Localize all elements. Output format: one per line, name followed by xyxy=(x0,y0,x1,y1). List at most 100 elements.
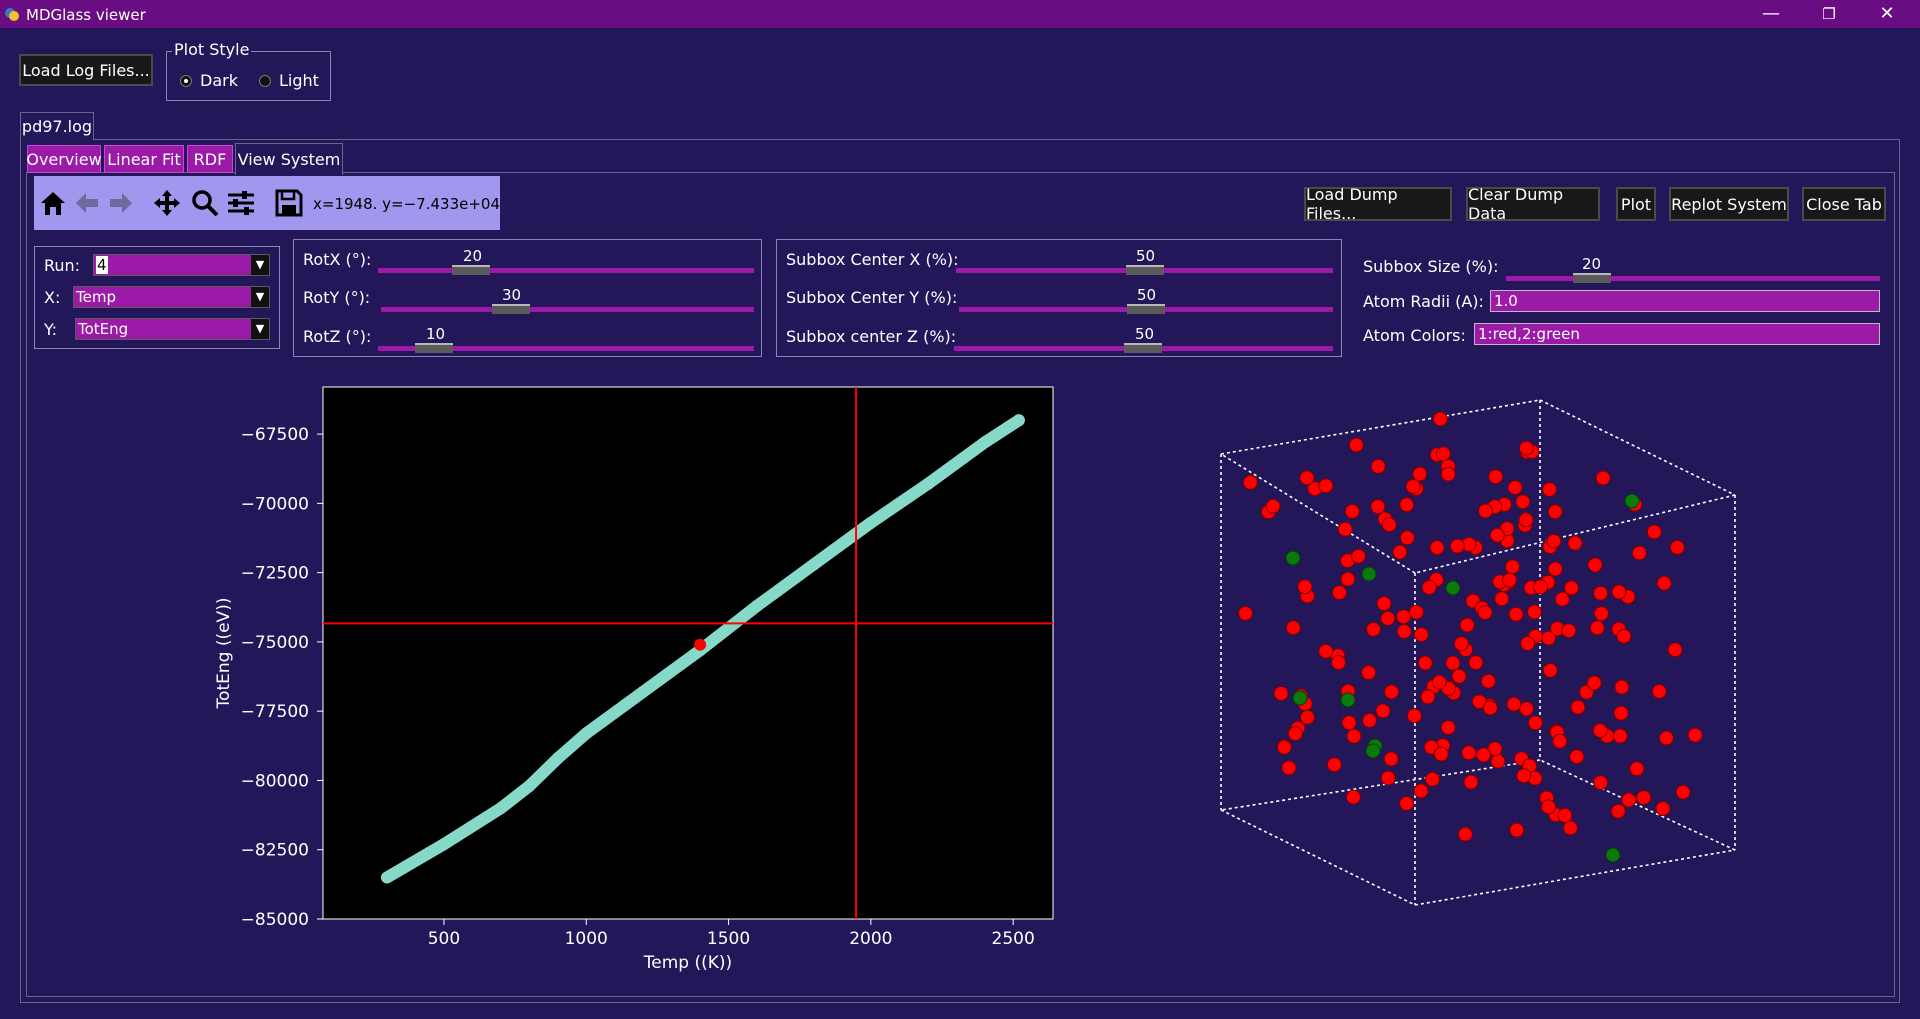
minimize-button[interactable]: — xyxy=(1762,3,1780,24)
atom-type1 xyxy=(1445,655,1461,671)
atom-type1 xyxy=(1636,790,1652,805)
rotz-slider-handle[interactable] xyxy=(415,343,453,353)
atom-type1 xyxy=(1299,470,1315,486)
atom-type1 xyxy=(1435,446,1451,462)
back-arrow-icon[interactable] xyxy=(72,188,102,218)
run-label: Run: xyxy=(44,256,81,275)
roty-slider-handle[interactable] xyxy=(492,304,530,314)
atom-type1 xyxy=(1440,720,1456,735)
radio-light[interactable]: Light xyxy=(259,71,319,90)
atom-type1 xyxy=(1346,728,1362,744)
data-point xyxy=(864,516,877,529)
atom-type1 xyxy=(1396,624,1412,639)
save-icon[interactable] xyxy=(274,188,304,218)
x-tick-label: 2500 xyxy=(992,929,1035,949)
atom-type1 xyxy=(1453,636,1469,652)
close-window-button[interactable]: ✕ xyxy=(1879,3,1895,24)
atom-type1 xyxy=(1432,411,1448,427)
load-log-files-button[interactable]: Load Log Files... xyxy=(19,54,153,86)
atom-type2 xyxy=(1445,580,1461,596)
chevron-down-icon[interactable]: ▼ xyxy=(251,287,269,307)
y-tick-label: −80000 xyxy=(241,771,309,791)
rotation-group xyxy=(293,239,762,357)
atom-type1 xyxy=(1616,628,1632,644)
atom-type1 xyxy=(1669,539,1685,555)
chevron-down-icon[interactable]: ▼ xyxy=(251,319,269,339)
atom-type1 xyxy=(1658,730,1674,746)
atom-type1 xyxy=(1370,458,1386,474)
title-bar: MDGlass viewer — ❐ ✕ xyxy=(0,0,1920,28)
rotz-slider-track[interactable] xyxy=(378,346,754,351)
plot-button[interactable]: Plot xyxy=(1616,187,1656,221)
atom-type1 xyxy=(1487,741,1503,757)
subbox-cy-slider-handle[interactable] xyxy=(1127,304,1165,314)
subbox-cx-slider-handle[interactable] xyxy=(1126,265,1164,275)
run-combobox[interactable]: 4 ▼ xyxy=(93,254,270,276)
atom-type1 xyxy=(1449,538,1465,554)
atom-type1 xyxy=(1433,746,1449,762)
load-dump-files-button[interactable]: Load Dump Files... xyxy=(1304,185,1452,223)
x-label: X: xyxy=(44,288,61,307)
tab-linear-fit[interactable]: Linear Fit xyxy=(104,145,184,173)
atom-type1 xyxy=(1318,478,1334,494)
roty-slider-track[interactable] xyxy=(381,307,754,312)
tab-rdf[interactable]: RDF xyxy=(187,145,233,173)
simulation-box-edge xyxy=(1414,494,1736,574)
subbox-size-slider-track[interactable] xyxy=(1506,276,1880,281)
atom-type1 xyxy=(1337,521,1353,537)
atom-radii-field[interactable]: 1.0 xyxy=(1490,290,1880,312)
tab-view-system[interactable]: View System xyxy=(235,143,343,175)
y-tick-label: −72500 xyxy=(241,564,309,584)
app-icon xyxy=(5,8,19,21)
replot-system-button[interactable]: Replot System xyxy=(1669,187,1789,221)
atom-type1 xyxy=(1399,530,1415,546)
atom-type1 xyxy=(1533,579,1548,595)
tab-overview[interactable]: Overview xyxy=(26,145,102,173)
atom-type1 xyxy=(1518,512,1534,528)
forward-arrow-icon[interactable] xyxy=(106,188,136,218)
atom-type1 xyxy=(1477,605,1493,620)
atom-type1 xyxy=(1273,686,1289,701)
zoom-icon[interactable] xyxy=(190,188,220,218)
home-icon[interactable] xyxy=(38,188,68,218)
atom-type1 xyxy=(1451,668,1467,684)
view-system-panel xyxy=(26,172,1895,997)
restore-button[interactable]: ❐ xyxy=(1822,5,1836,23)
rotx-slider-handle[interactable] xyxy=(452,265,490,275)
radio-dark[interactable]: Dark xyxy=(180,71,238,90)
data-point xyxy=(523,780,536,792)
atom-colors-label: Atom Colors: xyxy=(1363,326,1466,345)
configure-subplots-icon[interactable] xyxy=(226,188,256,218)
chevron-down-icon[interactable]: ▼ xyxy=(251,255,269,275)
close-tab-button[interactable]: Close Tab xyxy=(1802,187,1886,221)
atom-type1 xyxy=(1569,749,1585,765)
atom-type1 xyxy=(1651,683,1667,699)
simulation-box-edge xyxy=(1414,849,1736,906)
atom-type1 xyxy=(1392,544,1408,560)
subbox-size-slider-handle[interactable] xyxy=(1573,273,1611,283)
atom-type1 xyxy=(1425,771,1440,787)
clear-dump-data-button[interactable]: Clear Dump Data xyxy=(1466,185,1600,223)
atom-colors-field[interactable]: 1:red,2:green xyxy=(1474,323,1880,345)
file-tab-pd97[interactable]: pd97.log xyxy=(20,112,94,140)
data-point xyxy=(494,802,507,815)
atom-type1 xyxy=(1614,679,1630,695)
atom-type1 xyxy=(1586,675,1602,691)
subbox-cz-slider-handle[interactable] xyxy=(1124,343,1162,353)
atom-system-3d-view[interactable] xyxy=(1200,390,1760,910)
x-combobox[interactable]: Temp ▼ xyxy=(73,286,270,308)
pan-icon[interactable] xyxy=(152,188,182,218)
atom-type1 xyxy=(1276,739,1292,755)
rotx-slider-track[interactable] xyxy=(378,268,754,273)
atom-type1 xyxy=(1345,789,1361,805)
window-title: MDGlass viewer xyxy=(26,6,146,24)
selector-group xyxy=(34,246,280,349)
cursor-coordinates: x=1948. y=−7.433e+04 xyxy=(313,195,500,213)
y-combobox[interactable]: TotEng ▼ xyxy=(75,318,270,340)
y-axis-label: TotEng ((eV)) xyxy=(214,598,234,710)
atom-type1 xyxy=(1265,498,1281,514)
atom-type1 xyxy=(1557,807,1573,823)
atom-type2 xyxy=(1361,566,1377,582)
atom-type1 xyxy=(1631,545,1647,561)
atom-type1 xyxy=(1459,617,1475,633)
